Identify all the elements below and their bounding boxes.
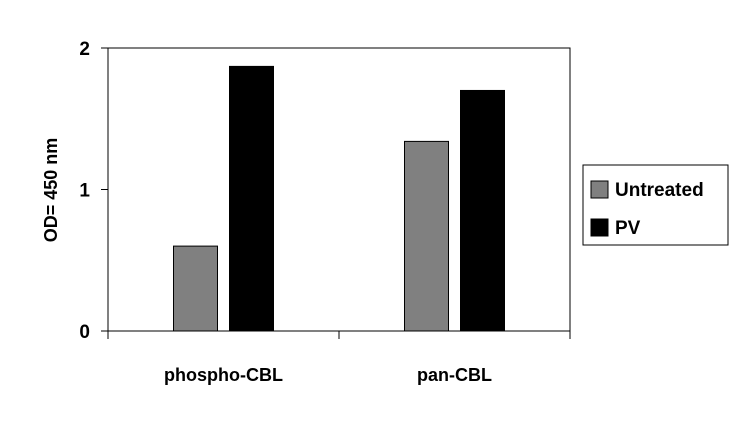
legend: Untreated PV: [582, 164, 729, 246]
x-axis: phospho-CBL pan-CBL: [107, 331, 571, 385]
y-tick-label: 1: [79, 181, 90, 202]
legend-label: Untreated: [615, 180, 704, 201]
legend-swatch: [590, 218, 609, 237]
bar: [404, 140, 449, 332]
y-axis-title: OD= 450 nm: [41, 138, 61, 243]
x-category-label: phospho-CBL: [164, 365, 283, 385]
bar: [173, 245, 218, 332]
x-category-label: pan-CBL: [417, 365, 492, 385]
y-tick-label: 2: [79, 39, 90, 60]
legend-swatch: [590, 180, 609, 199]
bar: [460, 89, 505, 332]
y-tick-label: 0: [79, 322, 90, 343]
legend-label: PV: [615, 218, 641, 239]
y-axis: 0 1 2: [79, 39, 108, 343]
bar: [229, 65, 274, 332]
bars: [173, 65, 505, 332]
